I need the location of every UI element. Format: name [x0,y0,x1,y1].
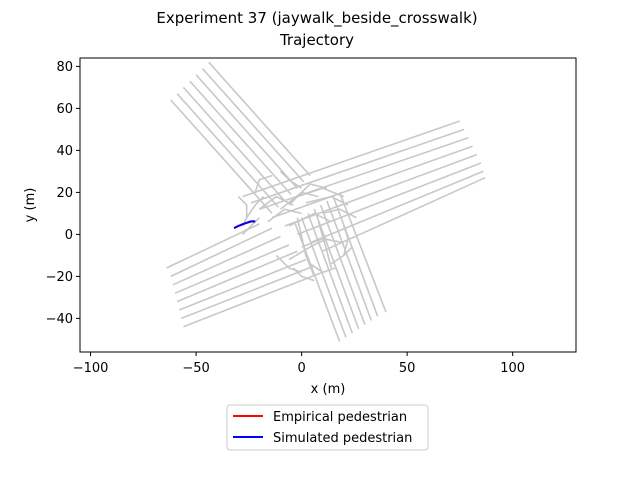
y-tick-label: −20 [46,270,73,285]
lane-line-10 [313,208,360,330]
x-tick-label: 0 [297,361,305,376]
lane-line-39 [343,225,349,256]
lane-line-21 [181,265,315,320]
lane-line-33 [297,187,345,198]
y-axis-ticks: −40 −20 0 20 40 60 80 [46,60,80,327]
y-tick-label: −40 [46,312,73,327]
lane-line-9 [307,213,354,334]
lane-line-23 [242,120,461,198]
lane-line-25 [259,137,469,210]
lane-line-16 [170,227,273,278]
legend-box [226,404,429,451]
lane-line-50 [279,170,303,189]
lane-line-47 [296,217,316,277]
lane-line-48 [317,221,332,269]
lane-line-22 [183,271,323,328]
x-tick-label: 50 [399,361,416,376]
x-axis-label: x (m) [311,382,346,397]
plot-area [79,57,577,353]
lane-line-26 [271,145,473,219]
chart-subtitle: Trajectory [279,31,354,49]
lane-line-38 [322,208,357,219]
lane-line-43 [258,195,294,210]
lane-line-2 [182,86,286,202]
lane-line-45 [288,212,332,227]
y-tick-label: 80 [56,60,73,75]
lane-line-0 [170,99,273,214]
plot-frame [79,57,577,353]
lane-line-49 [237,196,248,227]
lane-line-19 [176,250,298,303]
lane-line-13 [332,196,379,317]
lane-centerlines [166,61,486,342]
legend-label-empirical: Empirical pedestrian [273,410,407,425]
lane-line-35 [246,196,265,219]
lane-line-11 [319,204,366,325]
lane-line-18 [174,244,290,294]
x-tick-label: −100 [73,361,109,376]
lane-line-4 [195,74,298,189]
lane-line-6 [208,61,311,177]
y-axis-label: y (m) [23,188,38,223]
lane-line-3 [189,80,292,196]
series-group [233,220,256,229]
lane-line-20 [178,258,307,311]
lane-line-41 [275,254,302,273]
y-tick-label: 0 [65,228,73,243]
x-tick-label: 100 [500,361,525,376]
legend-label-simulated: Simulated pedestrian [273,431,412,446]
lane-line-34 [254,174,273,193]
lane-line-37 [305,195,349,206]
lane-line-32 [288,183,328,206]
y-tick-label: 20 [56,186,73,201]
lane-line-30 [322,176,486,252]
lane-line-29 [309,170,484,244]
lane-line-8 [300,217,347,338]
lane-line-5 [201,67,305,183]
lane-line-51 [330,246,353,265]
lane-line-15 [166,223,260,269]
y-tick-label: 60 [56,102,73,117]
lane-line-24 [250,128,465,204]
lane-line-52 [288,237,328,261]
y-tick-label: 40 [56,144,73,159]
lane-line-44 [267,208,302,223]
x-tick-label: −50 [182,361,209,376]
chart-title: Experiment 37 (jaywalk_beside_crosswalk) [156,9,477,28]
lane-line-42 [309,263,336,274]
x-axis-ticks: −100 −50 0 50 100 [73,352,525,376]
series-line-simulated [233,220,256,229]
lane-line-17 [172,235,281,286]
lane-line-28 [297,162,482,236]
lane-line-36 [241,217,260,235]
lane-line-1 [176,93,279,208]
legend: Empirical pedestrian Simulated pedestria… [226,404,429,451]
